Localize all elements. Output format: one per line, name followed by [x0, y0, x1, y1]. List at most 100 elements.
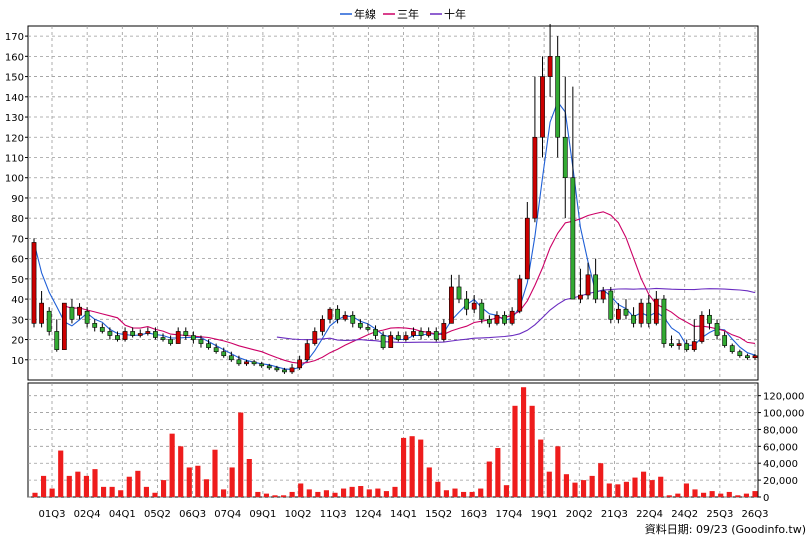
candlesticks	[31, 23, 758, 374]
volume-bar	[726, 491, 732, 497]
candle-body	[31, 242, 37, 324]
price-tick-label: 100	[5, 174, 24, 185]
candle-body	[691, 341, 697, 350]
volume-tick-label: 80,000	[763, 425, 798, 436]
volume-bar	[658, 476, 664, 497]
volume-bar	[341, 488, 347, 497]
volume-bar	[118, 490, 124, 497]
volume-bar	[238, 412, 244, 497]
candle-body	[729, 345, 735, 352]
candle-body	[221, 351, 227, 357]
candle-body	[304, 343, 310, 361]
candle-body	[449, 286, 454, 324]
x-tick-label: 17Q4	[495, 509, 522, 520]
x-tick-label: 22Q4	[636, 509, 663, 520]
candle-body	[107, 331, 113, 336]
volume-bar	[709, 491, 715, 497]
volume-tick-label: 40,000	[763, 459, 798, 470]
volume-bar	[752, 491, 758, 497]
candle-body	[342, 314, 348, 320]
volume-bar	[75, 471, 81, 497]
volume-tick-label: 120,000	[763, 392, 804, 403]
volume-axis: 0 20,000 40,000 60,000 80,000 100,000 120,000	[758, 392, 804, 504]
volume-bar	[529, 405, 535, 497]
candle-body	[524, 217, 530, 280]
legend-label-3year: 三年	[397, 7, 419, 21]
candle-body	[540, 76, 545, 138]
x-tick-label: 12Q4	[355, 509, 382, 520]
candle-body	[190, 335, 196, 340]
candle-body	[570, 177, 576, 300]
ma-line-1	[64, 211, 756, 364]
candle-body	[684, 343, 690, 350]
candle-body	[153, 331, 158, 338]
candle-body	[585, 274, 591, 296]
volume-bar	[641, 471, 647, 497]
legend-label-yearline: 年線	[354, 7, 376, 21]
price-tick-label: 120	[5, 133, 24, 144]
candle-body	[282, 369, 287, 373]
volume-bar	[298, 483, 304, 497]
volume-bar	[263, 493, 269, 497]
price-tick-label: 140	[5, 93, 24, 104]
volume-bar	[512, 405, 518, 497]
volume-bar	[255, 491, 261, 497]
candle-body	[274, 367, 280, 371]
candle-body	[418, 331, 424, 336]
candle-body	[494, 314, 500, 324]
volume-bar	[58, 450, 64, 497]
candle-body	[327, 308, 333, 320]
volume-bar	[666, 495, 672, 497]
volume-bar	[443, 490, 449, 497]
candle-body	[532, 136, 538, 219]
candle-body	[198, 339, 204, 344]
volume-bar	[632, 477, 638, 497]
x-tick-label: 26Q3	[742, 509, 769, 520]
volume-bar	[521, 387, 527, 497]
candle-body	[426, 331, 432, 336]
candle-body	[441, 323, 447, 340]
volume-bar	[83, 475, 89, 497]
candle-body	[638, 302, 644, 324]
x-tick-label: 11Q3	[320, 509, 347, 520]
candle-body	[471, 302, 477, 310]
candle-body	[593, 274, 599, 300]
volume-bar	[323, 490, 329, 497]
x-tick-label: 04Q1	[109, 509, 136, 520]
price-tick-label: 70	[11, 234, 24, 245]
candle-body	[244, 361, 249, 365]
volume-bar	[469, 491, 475, 497]
candle-body	[228, 355, 234, 361]
x-tick-label: 19Q1	[531, 509, 558, 520]
volume-tick-label: 60,000	[763, 442, 798, 453]
candle-body	[578, 294, 583, 300]
volume-bar	[332, 492, 338, 497]
volume-bar	[349, 486, 355, 497]
candle-body	[137, 333, 143, 336]
volume-bar	[503, 485, 509, 497]
candle-body	[502, 314, 507, 324]
candle-body	[752, 355, 758, 359]
candle-body	[433, 331, 439, 340]
ma-line-2	[276, 287, 756, 343]
candle-body	[54, 331, 60, 350]
x-tick-label: 21Q3	[601, 509, 628, 520]
price-tick-label: 40	[11, 295, 24, 306]
volume-bar	[152, 492, 158, 497]
candle-body	[183, 331, 189, 336]
price-tick-label: 20	[11, 336, 24, 347]
candle-body	[145, 331, 151, 334]
candle-body	[737, 351, 743, 357]
candle-body	[661, 298, 667, 344]
volume-bar	[649, 480, 655, 497]
candle-body	[547, 56, 553, 77]
candle-body	[653, 298, 659, 324]
volume-bar	[452, 488, 458, 497]
candle-body	[312, 331, 318, 344]
x-tick-label: 10Q2	[285, 509, 312, 520]
moving-average-lines	[33, 100, 756, 370]
candle-body	[335, 308, 340, 320]
price-tick-label: 130	[5, 113, 24, 124]
volume-bar	[572, 482, 578, 497]
